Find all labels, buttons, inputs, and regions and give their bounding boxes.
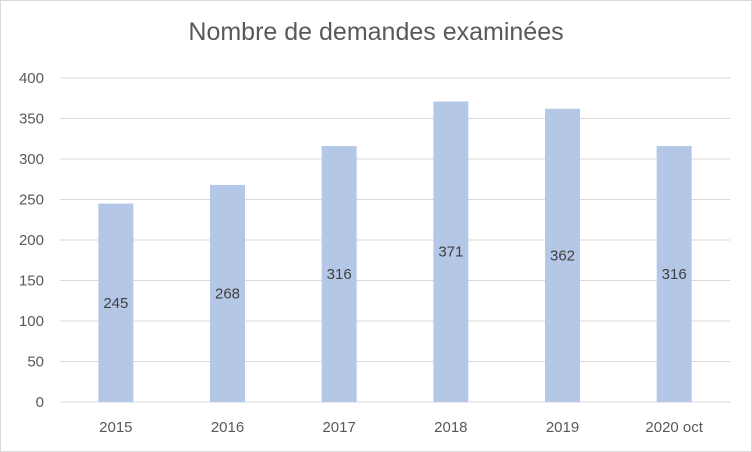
bar: [210, 184, 245, 402]
x-tick-label: 2020 oct: [645, 419, 703, 436]
bar: [321, 146, 357, 402]
data-label: 316: [327, 266, 352, 283]
y-tick-label: 0: [36, 394, 44, 411]
y-tick-label: 400: [19, 70, 44, 87]
data-label: 245: [103, 295, 128, 312]
bar: [98, 203, 134, 402]
y-tick-label: 300: [19, 151, 44, 168]
data-label: 362: [550, 247, 575, 264]
y-tick-label: 250: [19, 192, 44, 209]
y-tick-label: 50: [27, 354, 44, 371]
y-tick-label: 150: [19, 273, 44, 290]
chart-title: Nombre de demandes examinées: [188, 18, 564, 46]
x-tick-label: 2019: [546, 419, 579, 436]
data-label: 268: [215, 285, 240, 302]
data-label: 371: [438, 244, 463, 261]
y-tick-label: 200: [19, 232, 44, 249]
data-label: 316: [662, 266, 687, 283]
bar: [545, 108, 580, 402]
x-tick-label: 2017: [322, 419, 355, 436]
x-tick-label: 2016: [211, 419, 244, 436]
x-tick-label: 2018: [434, 419, 467, 436]
bar: [656, 146, 692, 402]
y-tick-label: 100: [19, 313, 44, 330]
bar: [433, 101, 469, 403]
x-tick-label: 2015: [99, 419, 132, 436]
y-tick-label: 350: [19, 111, 44, 128]
